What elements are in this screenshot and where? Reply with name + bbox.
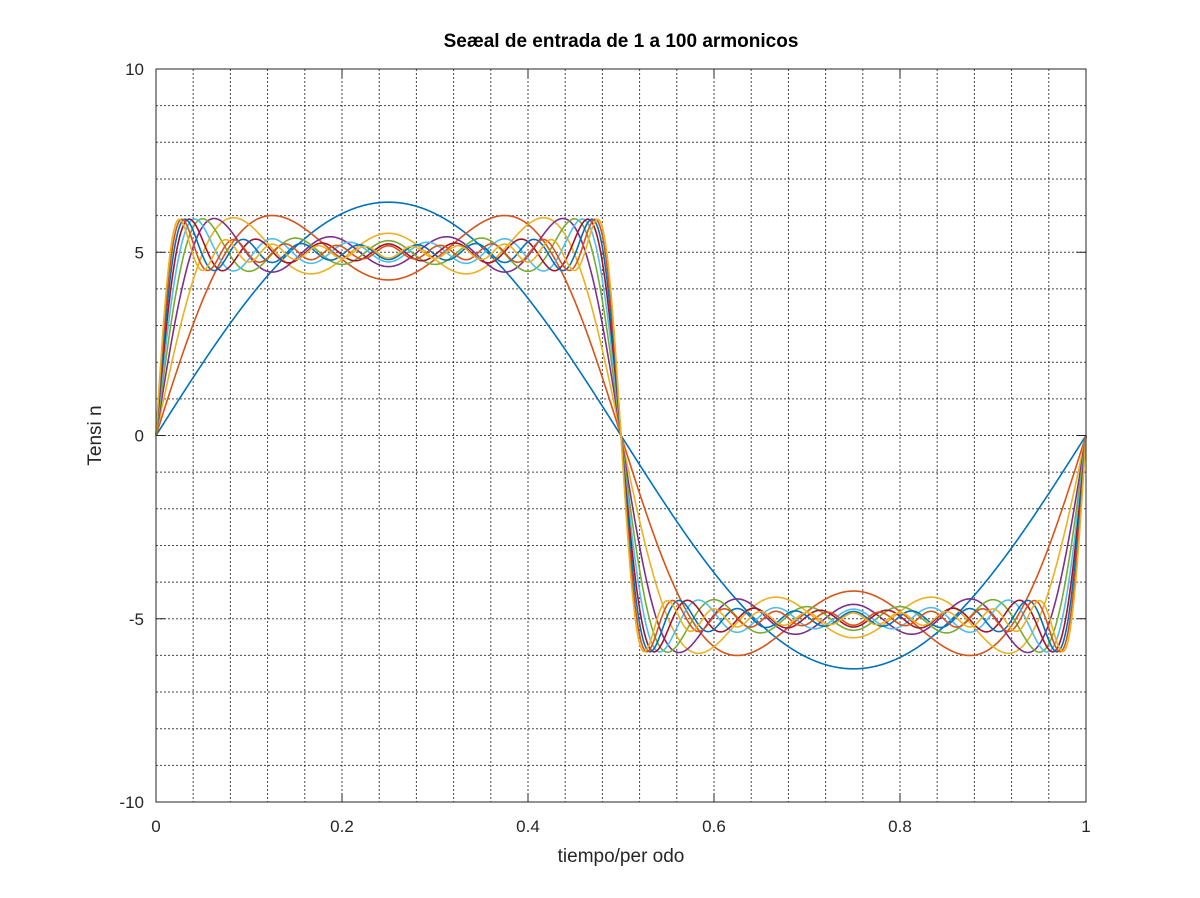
y-axis-label: Tensi n (85, 405, 106, 465)
x-axis-label: tiempo/per odo (558, 846, 685, 867)
y-tick-label: 5 (135, 243, 144, 262)
y-tick-label: 10 (125, 60, 144, 79)
x-tick-label: 0.4 (516, 817, 540, 836)
ticks (155, 68, 1087, 803)
grid (156, 69, 1086, 802)
x-tick-label: 1 (1081, 817, 1090, 836)
series-group (155, 201, 1087, 670)
series-line-10 (155, 218, 1087, 653)
y-tick-label: 0 (135, 427, 144, 446)
x-tick-label: 0.6 (702, 817, 726, 836)
tick-labels: 0 0.2 0.4 0.6 0.8 1 -10 -5 0 5 10 (119, 60, 1090, 836)
chart-title: Seæal de entrada de 1 a 100 armonicos (444, 31, 799, 52)
y-tick-label: -5 (129, 610, 144, 629)
x-tick-label: 0.2 (330, 817, 354, 836)
x-tick-label: 0.8 (888, 817, 912, 836)
x-tick-label: 0 (151, 817, 160, 836)
y-tick-label: -10 (119, 793, 144, 812)
